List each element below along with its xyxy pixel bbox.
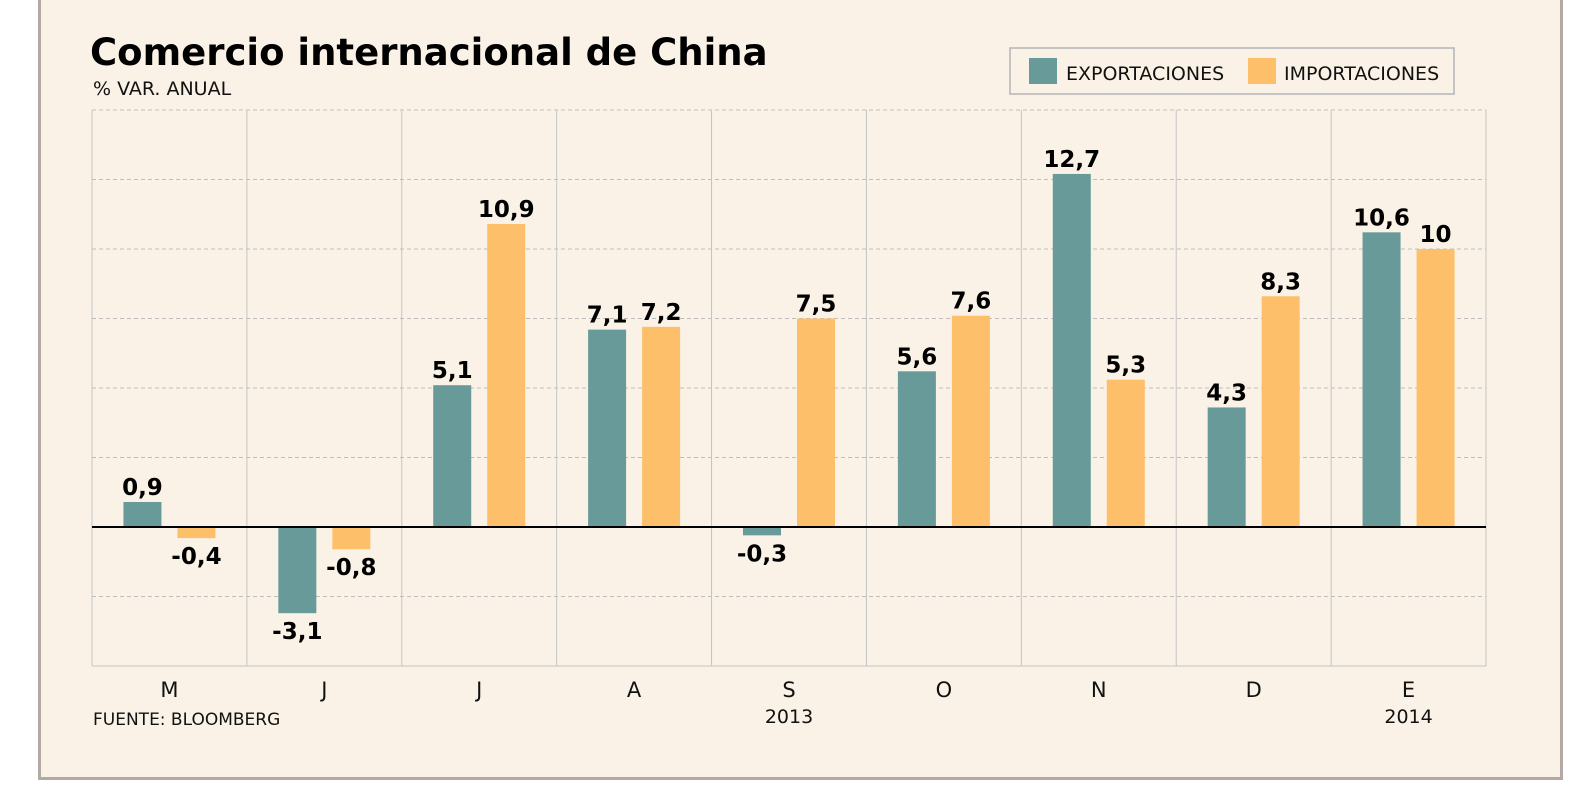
- data-label-importaciones-5: 7,6: [951, 289, 992, 315]
- bar-exportaciones-4: [743, 527, 781, 536]
- data-label-exportaciones-7: 4,3: [1206, 380, 1247, 406]
- data-label-importaciones-0: -0,4: [171, 544, 221, 570]
- chart-source: FUENTE: BLOOMBERG: [93, 710, 280, 730]
- x-tick-label: A: [627, 678, 642, 702]
- x-tick-label: N: [1091, 678, 1107, 702]
- legend-swatch-importaciones: [1248, 58, 1276, 84]
- data-label-exportaciones-0: 0,9: [122, 475, 163, 501]
- chart-subtitle: % VAR. ANUAL: [93, 78, 232, 100]
- data-label-exportaciones-8: 10,6: [1353, 205, 1410, 231]
- x-tick-label: J: [319, 678, 327, 702]
- x-tick-label: M: [160, 678, 178, 702]
- data-label-exportaciones-6: 12,7: [1043, 147, 1100, 173]
- data-label-importaciones-6: 5,3: [1105, 353, 1146, 379]
- data-label-importaciones-3: 7,2: [641, 300, 682, 326]
- bar-importaciones-3: [642, 326, 681, 527]
- bars-layer: [123, 173, 1455, 614]
- bar-importaciones-0: [177, 527, 216, 539]
- legend-box: [1009, 47, 1455, 95]
- bar-exportaciones-2: [433, 385, 472, 527]
- chart-title: Comercio internacional de China: [90, 31, 768, 74]
- labels-layer: 0,9 -3,1 5,1 7,1 -0,3 5,6 12,7 4,3 10,6 -0,4 -0,8 1…: [122, 147, 1451, 728]
- bar-importaciones-5: [951, 315, 990, 527]
- bar-exportaciones-0: [123, 501, 162, 527]
- data-label-importaciones-8: 10: [1420, 222, 1452, 248]
- data-label-exportaciones-1: -3,1: [272, 619, 322, 645]
- bar-exportaciones-1: [278, 527, 317, 614]
- data-label-exportaciones-2: 5,1: [432, 358, 473, 384]
- bar-importaciones-6: [1106, 379, 1145, 527]
- legend-label-importaciones: IMPORTACIONES: [1284, 63, 1439, 85]
- data-label-importaciones-4: 7,5: [796, 292, 837, 318]
- x-tick-label: D: [1246, 678, 1262, 702]
- bar-exportaciones-6: [1052, 173, 1091, 527]
- data-label-exportaciones-3: 7,1: [587, 303, 628, 329]
- legend: EXPORTACIONES IMPORTACIONES: [1009, 47, 1455, 95]
- data-label-importaciones-2: 10,9: [478, 197, 535, 223]
- x-tick-label: J: [474, 678, 482, 702]
- legend-label-exportaciones: EXPORTACIONES: [1066, 63, 1224, 85]
- bar-importaciones-4: [797, 318, 835, 527]
- data-label-exportaciones-5: 5,6: [897, 344, 938, 370]
- year-label: 2013: [765, 706, 813, 728]
- bar-exportaciones-8: [1362, 232, 1401, 527]
- legend-swatch-exportaciones: [1029, 58, 1057, 84]
- x-tick-label: S: [782, 678, 795, 702]
- grid-layer: [91, 109, 1487, 667]
- bar-exportaciones-7: [1207, 407, 1246, 527]
- year-label: 2014: [1384, 706, 1432, 728]
- bar-importaciones-7: [1261, 296, 1300, 527]
- data-label-exportaciones-4: -0,3: [737, 541, 787, 567]
- bar-importaciones-2: [487, 223, 526, 528]
- x-tick-label: E: [1402, 678, 1415, 702]
- data-label-importaciones-7: 8,3: [1260, 269, 1301, 295]
- bar-importaciones-1: [332, 527, 371, 550]
- x-tick-label: O: [936, 678, 953, 702]
- bar-exportaciones-5: [897, 371, 936, 527]
- bar-exportaciones-3: [588, 329, 627, 527]
- bar-importaciones-8: [1416, 249, 1455, 527]
- data-label-importaciones-1: -0,8: [326, 555, 376, 581]
